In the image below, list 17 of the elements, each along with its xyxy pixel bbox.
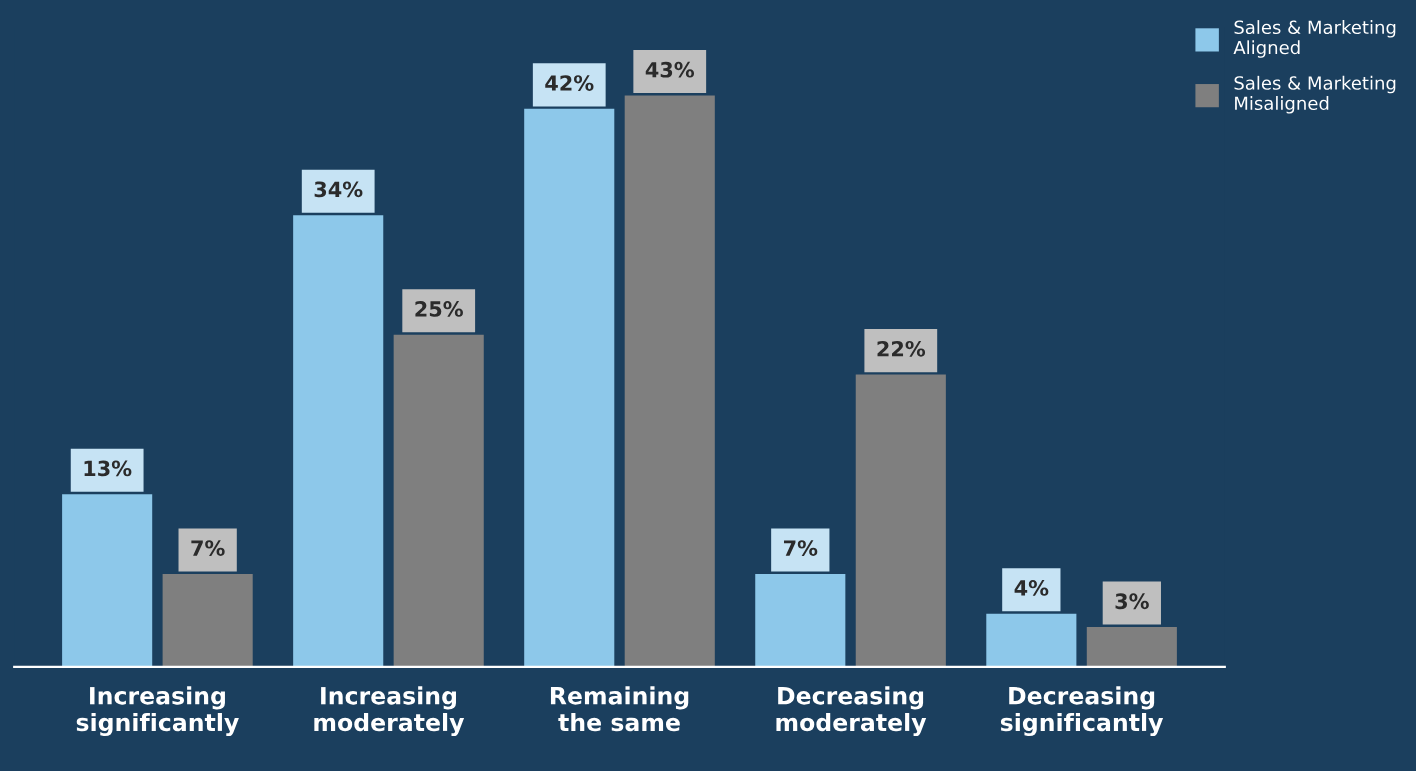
data-label: 4%: [1014, 580, 1049, 596]
data-label: 42%: [545, 75, 594, 91]
data-label: 3%: [1115, 593, 1149, 610]
x-tick-label: Decreasing significantly: [1000, 686, 1164, 737]
data-label: 43%: [645, 61, 695, 78]
data-label: 7%: [191, 540, 225, 556]
data-label: 7%: [784, 540, 818, 556]
legend-label: Sales & Marketing Aligned: [1233, 20, 1396, 58]
x-tick-label: Increasing moderately: [314, 686, 465, 737]
x-tick-label: Remaining the same: [550, 686, 689, 732]
data-label: 25%: [415, 301, 463, 317]
data-label: 13%: [84, 460, 132, 477]
legend-label: Sales & Marketing Misaligned: [1234, 75, 1396, 114]
data-label: 34%: [314, 181, 363, 198]
x-tick-label: Decreasing moderately: [776, 686, 927, 737]
x-tick-label: Increasing significantly: [76, 686, 239, 737]
data-label: 22%: [877, 340, 926, 357]
